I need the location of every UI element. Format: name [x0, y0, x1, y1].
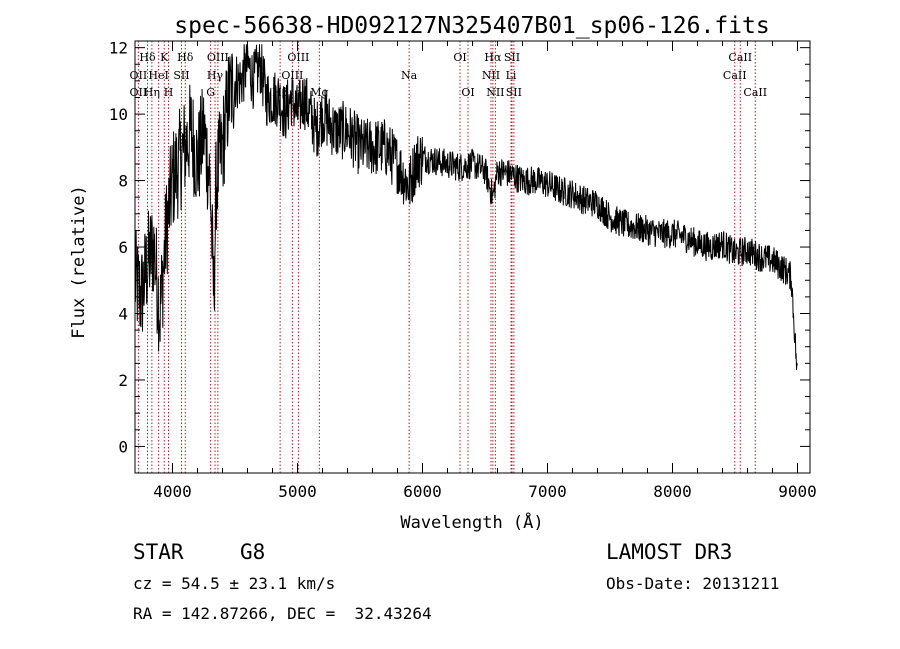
spectrum-series [134, 44, 798, 370]
y-tick-label: 10 [109, 105, 128, 124]
y-tick-label: 2 [118, 371, 128, 390]
object-subclass: G8 [240, 540, 266, 564]
line-label: OIII [207, 51, 229, 64]
x-tick-label: 5000 [278, 482, 317, 501]
line-label: Hδ [177, 51, 194, 64]
line-label: CaII [728, 51, 752, 64]
axes: 4000 5000 6000 7000 8000 9000 0 2 4 6 8 10 12 [109, 39, 817, 501]
x-tick-label: 9000 [778, 482, 817, 501]
y-tick-label: 4 [118, 304, 128, 323]
line-label: OIII [287, 51, 309, 64]
line-label: Hα [484, 51, 502, 64]
object-class: STAR [133, 540, 184, 564]
x-tick-label: 6000 [403, 482, 442, 501]
coordinates-text: RA = 142.87266, DEC = 32.43264 [133, 604, 432, 623]
line-label: Li [506, 69, 517, 82]
line-label: OI [461, 86, 474, 99]
line-label: Hγ [207, 69, 224, 82]
x-axis-label: Wavelength (Å) [400, 511, 543, 533]
line-label: NII [486, 86, 504, 99]
line-label: SII [506, 86, 522, 99]
y-tick-label: 0 [118, 437, 128, 456]
line-label: K [160, 51, 169, 64]
line-label: CaII [723, 69, 747, 82]
chart-title: spec-56638-HD092127N325407B01_sp06-126.f… [174, 13, 769, 39]
line-label: SII [173, 69, 189, 82]
plot-frame [134, 40, 811, 474]
line-label: OII [130, 69, 148, 82]
line-label: HeI [148, 69, 168, 82]
line-label: SII [504, 51, 520, 64]
y-tick-label: 12 [109, 39, 128, 58]
redshift-text: cz = 54.5 ± 23.1 km/s [133, 574, 336, 593]
line-label: OIII [281, 69, 303, 82]
line-label: H [164, 86, 174, 99]
line-label: OI [453, 51, 466, 64]
survey-name: LAMOST DR3 [606, 540, 733, 564]
x-tick-label: 7000 [528, 482, 567, 501]
y-tick-label: 8 [118, 172, 128, 191]
obs-date: Obs-Date: 20131211 [606, 574, 780, 593]
line-label: Hη [144, 86, 160, 99]
line-label: Hδ [139, 51, 156, 64]
x-tick-label: 8000 [653, 482, 692, 501]
y-tick-label: 6 [118, 238, 128, 257]
line-label: CaII [743, 86, 767, 99]
line-label: Mg [310, 86, 328, 99]
line-label: OII [130, 86, 148, 99]
line-label: NII [482, 69, 500, 82]
line-label: Na [401, 69, 418, 82]
x-tick-label: 4000 [153, 482, 192, 501]
y-axis-label: Flux (relative) [69, 185, 89, 339]
line-label: G [206, 86, 215, 99]
spectrum-line [134, 44, 798, 370]
